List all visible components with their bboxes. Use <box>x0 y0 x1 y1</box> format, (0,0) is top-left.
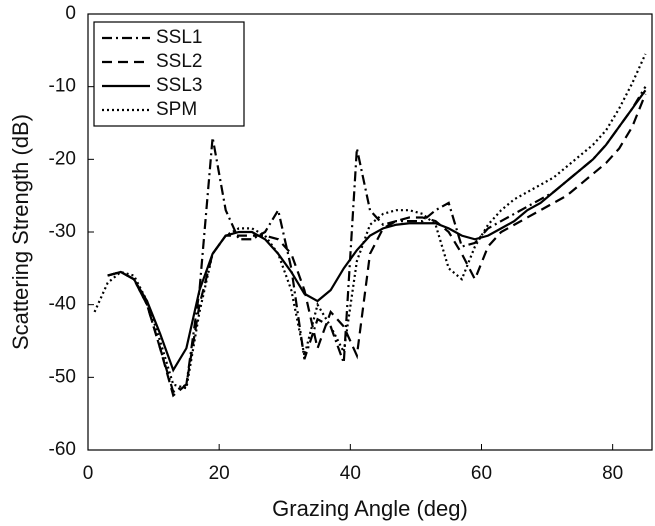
y-tick-label: -10 <box>49 76 76 97</box>
legend-box <box>93 21 245 127</box>
y-tick-label: -20 <box>49 148 76 169</box>
y-axis-label: Scattering Strength (dB) <box>8 114 33 350</box>
y-tick-label: -60 <box>49 439 76 460</box>
legend-label: SSL3 <box>156 75 202 96</box>
x-tick-label: 20 <box>209 463 230 484</box>
x-tick-label: 0 <box>83 463 94 484</box>
line-series <box>107 89 647 373</box>
y-tick-label: -30 <box>49 221 76 242</box>
y-tick-label: 0 <box>65 3 76 24</box>
x-tick-label: 60 <box>471 463 492 484</box>
y-tick-label: -50 <box>49 366 76 387</box>
y-tick-label: -40 <box>49 294 76 315</box>
legend-label: SSL2 <box>156 51 202 72</box>
x-tick-label: 80 <box>602 463 623 484</box>
legend-label: SPM <box>156 99 197 120</box>
line-series <box>107 93 647 398</box>
x-axis-label: Grazing Angle (deg) <box>272 496 468 521</box>
legend-label: SSL1 <box>156 27 202 48</box>
x-tick-label: 40 <box>340 463 361 484</box>
